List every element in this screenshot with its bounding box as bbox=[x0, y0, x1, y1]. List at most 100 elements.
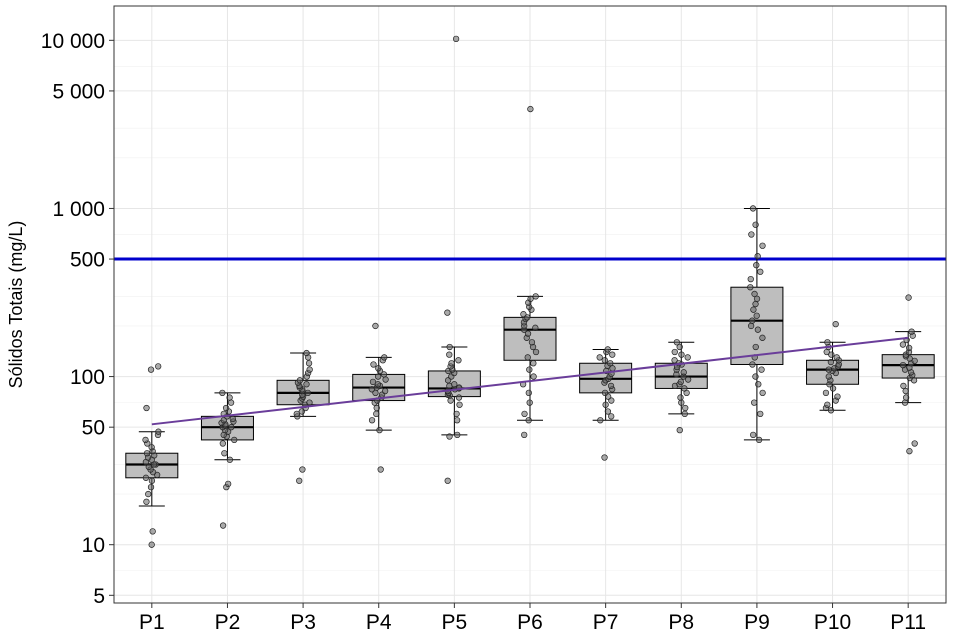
data-point bbox=[299, 466, 306, 473]
data-point bbox=[148, 477, 156, 484]
data-point bbox=[226, 394, 233, 401]
points-layer bbox=[142, 35, 918, 548]
data-point bbox=[833, 354, 840, 361]
y-tick-label: 500 bbox=[70, 249, 105, 272]
data-point bbox=[377, 466, 384, 473]
data-point bbox=[222, 404, 230, 412]
data-point bbox=[751, 399, 758, 406]
box-P9 bbox=[730, 207, 784, 441]
data-point bbox=[673, 339, 680, 346]
data-point bbox=[368, 417, 376, 424]
data-point bbox=[827, 358, 835, 366]
data-point bbox=[755, 381, 762, 388]
data-point bbox=[381, 387, 389, 395]
data-point bbox=[155, 363, 162, 370]
data-point bbox=[145, 463, 152, 471]
trend-line bbox=[151, 336, 909, 426]
data-point bbox=[682, 404, 689, 412]
data-point bbox=[149, 528, 156, 535]
data-point bbox=[747, 322, 755, 330]
data-point bbox=[446, 351, 453, 358]
data-point bbox=[521, 431, 528, 439]
data-point bbox=[759, 242, 766, 249]
y-axis-title: Sólidos Totais (mg/L) bbox=[6, 221, 26, 389]
data-point bbox=[143, 498, 150, 505]
data-point bbox=[601, 357, 608, 364]
x-tick-label: P11 bbox=[890, 611, 926, 634]
data-point bbox=[296, 377, 304, 384]
data-point bbox=[444, 477, 451, 484]
data-point bbox=[453, 410, 460, 418]
data-point bbox=[525, 417, 532, 424]
data-point bbox=[225, 480, 232, 488]
data-point bbox=[750, 306, 757, 313]
data-point bbox=[827, 407, 835, 414]
data-point bbox=[147, 483, 155, 491]
data-point bbox=[530, 373, 537, 380]
data-point bbox=[752, 221, 759, 228]
data-point bbox=[677, 378, 684, 386]
data-point bbox=[374, 373, 382, 380]
data-point bbox=[304, 389, 311, 397]
data-point bbox=[373, 404, 380, 412]
data-point bbox=[532, 324, 539, 331]
data-point bbox=[825, 366, 832, 373]
data-point bbox=[369, 378, 377, 386]
data-point bbox=[455, 357, 462, 364]
data-point bbox=[748, 231, 755, 238]
data-point bbox=[528, 339, 536, 346]
data-point bbox=[142, 474, 150, 481]
data-point bbox=[219, 389, 226, 397]
data-point bbox=[676, 427, 683, 434]
data-point bbox=[753, 295, 761, 302]
y-tick-label: 10 bbox=[82, 534, 105, 557]
data-point bbox=[680, 369, 687, 376]
data-point bbox=[155, 428, 162, 435]
data-point bbox=[524, 330, 532, 337]
data-point bbox=[453, 417, 461, 424]
data-point bbox=[678, 399, 685, 406]
data-point bbox=[757, 410, 764, 418]
data-point bbox=[520, 311, 527, 318]
data-point bbox=[607, 382, 615, 390]
data-point bbox=[749, 361, 756, 368]
data-point bbox=[678, 351, 685, 358]
data-point bbox=[382, 376, 389, 383]
trend-line-layer bbox=[151, 336, 909, 426]
data-point bbox=[902, 387, 909, 395]
data-point bbox=[143, 450, 151, 457]
data-point bbox=[607, 360, 614, 367]
x-tick-label: P8 bbox=[668, 611, 694, 634]
data-point bbox=[759, 334, 766, 341]
data-point bbox=[601, 389, 609, 397]
data-point bbox=[380, 371, 388, 378]
data-point bbox=[372, 322, 379, 330]
data-point bbox=[446, 433, 453, 440]
x-tick-label: P10 bbox=[814, 611, 851, 634]
data-point bbox=[524, 354, 531, 361]
data-point bbox=[373, 410, 380, 418]
data-point bbox=[752, 343, 759, 351]
data-point bbox=[148, 541, 155, 548]
x-tick-label: P9 bbox=[744, 611, 770, 634]
data-point bbox=[755, 436, 763, 444]
data-point bbox=[754, 326, 762, 333]
data-point bbox=[899, 341, 907, 348]
data-point bbox=[677, 394, 684, 401]
x-tick-label: P5 bbox=[442, 611, 468, 634]
data-point bbox=[229, 415, 236, 423]
x-tick-label: P6 bbox=[517, 611, 543, 634]
data-point bbox=[148, 444, 155, 451]
y-tick-label: 50 bbox=[82, 417, 105, 440]
data-point bbox=[905, 294, 912, 301]
y-axis-ticks: 5 10 50 100 500 1 000 5 000 10 000 bbox=[41, 30, 114, 608]
data-point bbox=[747, 284, 754, 291]
data-point bbox=[596, 354, 603, 361]
data-point bbox=[901, 399, 909, 406]
data-point bbox=[750, 431, 757, 439]
data-point bbox=[370, 361, 377, 368]
data-point bbox=[527, 295, 534, 302]
data-point bbox=[753, 312, 760, 319]
data-point bbox=[684, 354, 691, 361]
data-point bbox=[681, 385, 688, 392]
